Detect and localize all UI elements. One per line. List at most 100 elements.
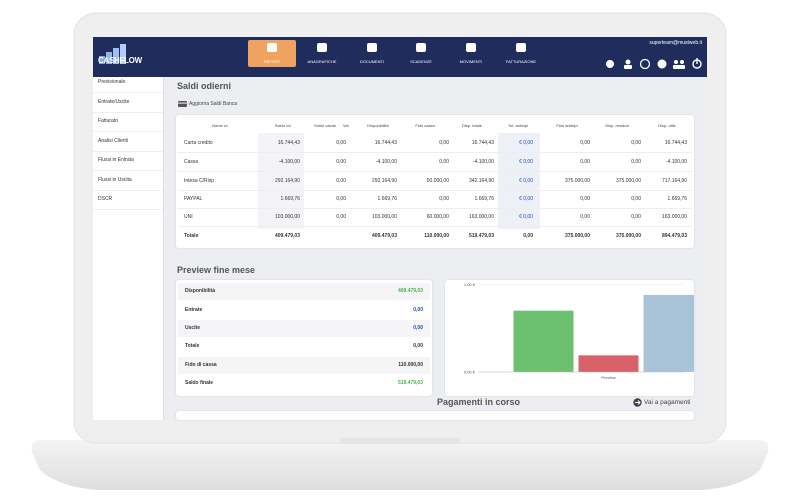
nav-icon[interactable] bbox=[267, 43, 277, 52]
link[interactable]: Vai a pagamenti bbox=[644, 399, 691, 406]
cell: 0,00 bbox=[631, 214, 641, 220]
y-tick-label: 1,00 € bbox=[464, 282, 476, 287]
cell: 1.669,76 bbox=[667, 196, 687, 202]
sidebar-item[interactable]: Flussi in Entrata bbox=[98, 157, 134, 163]
preview-label: Saldo finale bbox=[185, 380, 214, 386]
sidebar-item[interactable]: Previsionale bbox=[98, 79, 126, 85]
cell: 16.744,43 bbox=[664, 140, 687, 146]
divider bbox=[93, 209, 163, 210]
app-header bbox=[93, 37, 707, 77]
cell: 1.669,76 bbox=[280, 196, 300, 202]
sidebar-item[interactable]: Fatturato bbox=[98, 118, 119, 124]
cell: 0,00 bbox=[336, 178, 346, 184]
cell: 163.000,00 bbox=[661, 214, 687, 220]
nav-icon[interactable] bbox=[367, 43, 377, 52]
logo-icon bbox=[99, 44, 126, 64]
cell: 60.000,00 bbox=[426, 214, 449, 220]
column-header: Tot. anticipi bbox=[507, 123, 528, 128]
preview-value: 110.000,00 bbox=[398, 362, 423, 368]
cell: 163.000,00 bbox=[468, 214, 494, 220]
nav-item[interactable]: MOVIMENTI bbox=[459, 59, 483, 64]
cell: 0,00 bbox=[580, 159, 590, 165]
cell: -4.100,00 bbox=[665, 159, 687, 165]
column-header: Disp. totale bbox=[461, 123, 482, 128]
column-header: Nome cc bbox=[212, 123, 228, 128]
section-title: Saldi odierni bbox=[177, 81, 232, 91]
row-bg bbox=[178, 320, 430, 337]
cell: 0,00 bbox=[439, 140, 449, 146]
cell: 519.479,03 bbox=[468, 233, 494, 239]
cell: € 0,00 bbox=[519, 178, 533, 184]
nav-icon[interactable] bbox=[317, 43, 327, 52]
cell: 0,00 bbox=[439, 159, 449, 165]
tot-anticipi-bg bbox=[498, 133, 540, 229]
cell: € 0,00 bbox=[519, 214, 533, 220]
nav-icon[interactable] bbox=[416, 43, 426, 52]
cell: 1.669,76 bbox=[474, 196, 494, 202]
sidebar bbox=[93, 77, 164, 420]
column-header: Fido cassa bbox=[415, 123, 435, 128]
nav-item[interactable]: SCADENZE bbox=[410, 59, 432, 64]
cell: 0,00 bbox=[523, 233, 533, 239]
nav-item[interactable]: FATTURAZIONE bbox=[505, 59, 537, 64]
sidebar-item[interactable]: DSCR bbox=[98, 196, 113, 202]
sidebar-item[interactable]: Analisi Clienti bbox=[98, 137, 129, 144]
divider bbox=[93, 170, 163, 171]
row-divider bbox=[178, 152, 692, 153]
preview-label: Totale bbox=[185, 343, 200, 349]
cell: 0,00 bbox=[439, 196, 449, 202]
nav-item[interactable]: ANAGRAFICHE bbox=[307, 59, 337, 64]
nav-icon[interactable] bbox=[466, 43, 476, 52]
bar bbox=[643, 294, 694, 372]
saldo-bg bbox=[258, 133, 304, 229]
bar bbox=[578, 355, 639, 372]
column-header: Disponibilità bbox=[367, 123, 389, 128]
row-divider bbox=[178, 171, 692, 172]
header-icons bbox=[606, 58, 702, 70]
cell: -4.100,00 bbox=[472, 159, 494, 165]
row-divider bbox=[178, 190, 692, 191]
nav-icon[interactable] bbox=[516, 43, 526, 52]
nav-item[interactable]: DOCUMENTI bbox=[359, 59, 385, 64]
logo: CASHFLOW bbox=[98, 56, 142, 65]
preview-value: 0,00 bbox=[413, 307, 423, 313]
y-tick-label: 0,00 € bbox=[464, 370, 476, 375]
cell: 103.000,00 bbox=[274, 214, 300, 220]
account-name: UNI bbox=[184, 214, 193, 220]
bank-icon bbox=[178, 101, 187, 107]
divider bbox=[93, 111, 163, 113]
cell: 375.000,00 bbox=[564, 178, 590, 184]
cell: 292.164,90 bbox=[274, 178, 300, 184]
account-name: Carta credito bbox=[184, 140, 213, 146]
column-header: Saldo c/c bbox=[274, 123, 292, 128]
divider bbox=[93, 189, 163, 191]
cell: € 0,00 bbox=[519, 140, 533, 146]
cell: 110.000,00 bbox=[424, 233, 449, 239]
cell: 292.164,90 bbox=[371, 178, 397, 184]
sidebar-item[interactable]: Flussi in Uscita bbox=[98, 176, 132, 183]
row-divider bbox=[178, 226, 692, 227]
cell: -4.100,00 bbox=[278, 159, 300, 165]
column-header: Fido anticipi bbox=[556, 123, 578, 128]
sidebar-item[interactable]: Entrate/Uscite bbox=[98, 98, 130, 105]
cell: 16.744,43 bbox=[277, 140, 300, 146]
pagamenti-card bbox=[176, 411, 694, 420]
account-name: Cassa bbox=[184, 159, 199, 165]
cell: 0,00 bbox=[631, 196, 641, 202]
update-button[interactable]: Aggiorna Saldi Banca bbox=[189, 101, 238, 107]
chart: 0,00 € 1,00 € Preview bbox=[464, 282, 694, 380]
preview-value: 519.479,03 bbox=[397, 380, 423, 386]
column-header: Disp. utile bbox=[658, 123, 676, 128]
account-name: Totale bbox=[184, 233, 199, 239]
divider bbox=[93, 150, 163, 152]
cell: 342.164,90 bbox=[468, 178, 494, 184]
row-divider bbox=[178, 208, 692, 209]
section-title: Preview fine mese bbox=[177, 265, 256, 275]
nav-item[interactable]: REPORT bbox=[263, 59, 281, 64]
divider bbox=[93, 131, 163, 132]
column-header: Val bbox=[343, 123, 349, 128]
cell: 1.669,76 bbox=[377, 196, 397, 202]
preview-label: Uscite bbox=[185, 325, 201, 331]
divider bbox=[93, 92, 163, 93]
